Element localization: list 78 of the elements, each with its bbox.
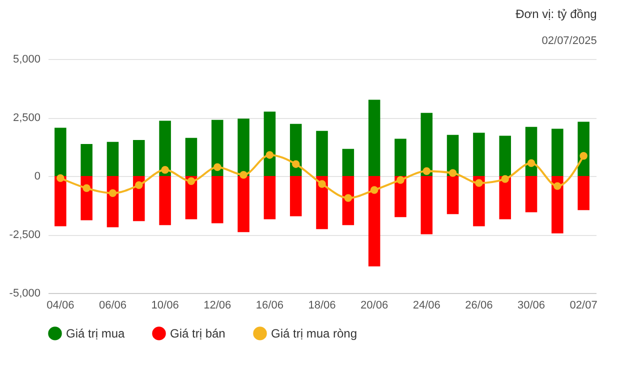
bar xyxy=(525,176,538,212)
bar xyxy=(54,128,66,176)
bar xyxy=(133,140,145,176)
x-tick-label: 18/06 xyxy=(308,300,336,312)
point xyxy=(161,166,169,174)
point xyxy=(396,176,404,184)
bar xyxy=(80,144,92,176)
y-tick-label: 5,000 xyxy=(12,54,40,66)
bar xyxy=(316,130,328,176)
text: Đơn vị: tỷ đồng xyxy=(516,7,597,21)
legend-label: Giá trị mua ròng xyxy=(271,326,358,340)
y-tick-label: 0 xyxy=(34,170,40,182)
bar xyxy=(578,122,590,176)
y-tick-label: -5,000 xyxy=(9,288,40,300)
bar xyxy=(552,128,564,176)
point xyxy=(554,182,562,190)
x-tick-label: 12/06 xyxy=(204,300,232,312)
bar xyxy=(238,176,250,232)
point xyxy=(108,189,117,197)
legend-label: Giá trị mua xyxy=(66,326,126,340)
bar xyxy=(473,132,485,176)
point xyxy=(56,174,64,182)
point xyxy=(240,170,248,179)
bar xyxy=(185,138,198,176)
x-tick-label: 20/06 xyxy=(360,300,388,312)
x-tick-label: 06/06 xyxy=(98,300,127,312)
text: 02/07/2025 xyxy=(542,35,597,47)
bar xyxy=(368,100,380,176)
bar xyxy=(473,176,485,226)
point xyxy=(213,163,222,171)
x-tick-label: 10/06 xyxy=(151,300,179,312)
bar xyxy=(290,124,302,176)
bar xyxy=(264,176,276,220)
bar xyxy=(159,120,171,176)
point xyxy=(580,152,588,160)
bar xyxy=(106,142,119,176)
bar xyxy=(211,120,224,176)
x-tick-label: 26/06 xyxy=(465,300,493,312)
bar xyxy=(446,176,459,214)
point xyxy=(187,177,196,186)
bar xyxy=(342,148,354,176)
point xyxy=(266,151,274,159)
bar xyxy=(552,176,564,234)
bar xyxy=(106,176,119,228)
y-tick-label: -2,500 xyxy=(9,229,40,241)
point xyxy=(135,181,143,189)
bar xyxy=(211,176,224,224)
x-tick-label: 24/06 xyxy=(412,300,440,312)
bar xyxy=(342,176,354,226)
point xyxy=(501,175,509,183)
legend-label: Giá trị bán xyxy=(170,326,226,340)
y-tick-label: 2,500 xyxy=(12,112,40,124)
bar xyxy=(54,176,66,226)
bar xyxy=(316,176,328,230)
bar xyxy=(264,112,276,176)
x-tick-label: 04/06 xyxy=(46,300,74,312)
point xyxy=(344,194,352,202)
point xyxy=(422,167,431,175)
bar xyxy=(368,176,380,266)
bar xyxy=(525,126,538,176)
bar xyxy=(578,176,590,210)
x-tick-label: 16/06 xyxy=(256,300,284,312)
bar xyxy=(394,138,406,176)
bar xyxy=(499,136,511,176)
bar xyxy=(420,112,433,176)
point xyxy=(82,184,90,192)
x-tick-label: 30/06 xyxy=(517,300,546,312)
bar xyxy=(420,176,433,234)
bar xyxy=(238,118,250,176)
point xyxy=(370,186,378,194)
point xyxy=(475,179,483,187)
point xyxy=(292,160,300,168)
point xyxy=(527,159,536,167)
point xyxy=(448,169,457,177)
bar xyxy=(159,176,171,226)
bar xyxy=(290,176,302,216)
x-tick-label: 02/07 xyxy=(570,300,598,312)
point xyxy=(318,180,326,188)
